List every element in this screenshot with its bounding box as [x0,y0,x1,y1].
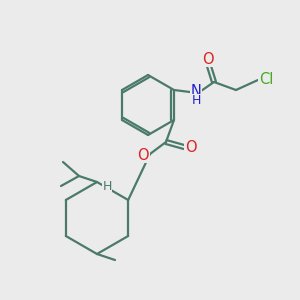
Text: O: O [137,148,149,163]
Text: H: H [191,94,201,107]
Text: Cl: Cl [259,71,273,86]
Text: O: O [202,52,214,67]
Text: O: O [185,140,197,155]
Text: H: H [102,179,112,193]
Text: N: N [190,85,201,100]
